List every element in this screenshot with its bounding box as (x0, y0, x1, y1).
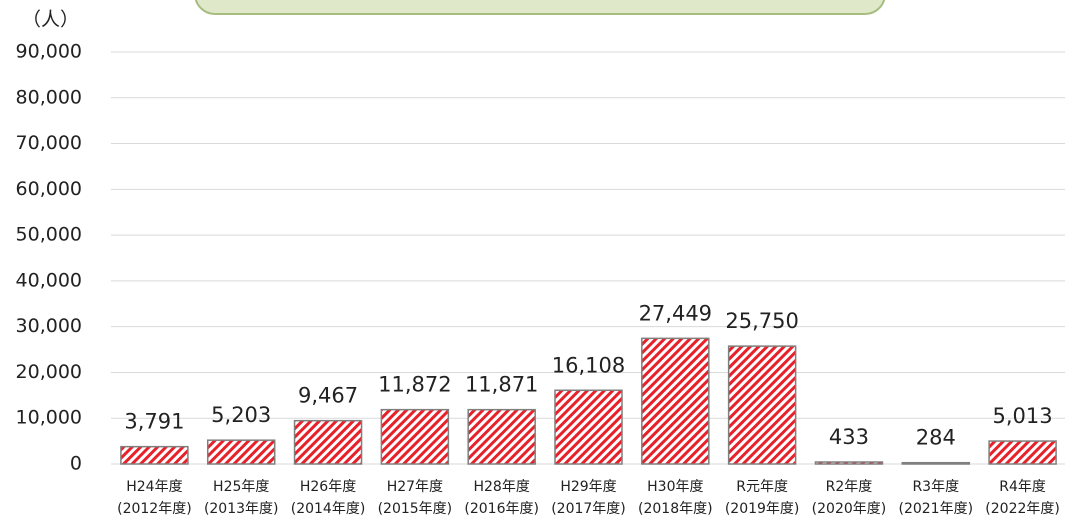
x-tick-label: R元年度 (736, 479, 788, 495)
value-label: 25,750 (725, 309, 798, 333)
x-tick-label: H29年度 (560, 479, 616, 495)
value-label: 3,791 (124, 410, 184, 434)
x-tick-label: H24年度 (126, 479, 182, 495)
x-tick-label: R2年度 (826, 479, 873, 495)
value-label: 11,871 (465, 373, 538, 397)
x-tick-label: (2019年度) (725, 501, 800, 517)
header-box (194, 0, 886, 15)
x-tick-label: (2015年度) (378, 501, 453, 517)
x-tick-label: H30年度 (647, 479, 703, 495)
y-tick-label: 70,000 (16, 132, 82, 154)
x-tick-label: R3年度 (912, 479, 959, 495)
bar (554, 389, 623, 465)
bar (293, 419, 363, 465)
bar (641, 337, 710, 465)
y-tick-label: 50,000 (16, 224, 82, 246)
y-tick-label: 40,000 (16, 269, 82, 291)
value-label: 27,449 (639, 301, 712, 325)
y-tick-label: 80,000 (16, 86, 82, 108)
value-label: 5,203 (211, 403, 271, 427)
value-label: 11,872 (378, 373, 451, 397)
x-tick-label: (2016年度) (464, 501, 539, 517)
value-label: 284 (916, 426, 956, 450)
x-tick-label: (2013年度) (204, 501, 279, 517)
x-tick-label: (2012年度) (117, 501, 192, 517)
x-tick-label: (2014年度) (291, 501, 366, 517)
x-tick-label: (2020年度) (812, 501, 887, 517)
y-tick-label: 60,000 (16, 178, 82, 200)
x-tick-label: H25年度 (213, 479, 269, 495)
bar (206, 439, 276, 465)
y-tick-label: 90,000 (16, 41, 82, 63)
value-label: 5,013 (993, 404, 1053, 428)
x-tick-label: (2018年度) (638, 501, 713, 517)
bar (467, 408, 536, 465)
y-tick-label: 0 (70, 453, 82, 475)
x-tick-label: (2022年度) (985, 501, 1060, 517)
y-tick-label: 10,000 (16, 407, 82, 429)
x-tick-label: (2021年度) (898, 501, 973, 517)
value-label: 16,108 (552, 353, 625, 377)
x-tick-label: H27年度 (387, 479, 443, 495)
bar (901, 461, 971, 465)
y-axis-label: （人） (22, 9, 79, 31)
x-tick-label: R4年度 (999, 479, 1046, 495)
x-tick-label: (2017年度) (551, 501, 626, 517)
bar (380, 408, 450, 465)
value-label: 9,467 (298, 384, 358, 408)
value-label: 433 (829, 425, 869, 449)
x-tick-label: H26年度 (300, 479, 356, 495)
x-tick-label: H28年度 (474, 479, 530, 495)
bar (814, 461, 884, 465)
bar (120, 445, 189, 465)
bar (727, 345, 797, 465)
y-tick-label: 20,000 (16, 361, 82, 383)
y-tick-label: 30,000 (16, 315, 82, 337)
bar (988, 440, 1057, 465)
